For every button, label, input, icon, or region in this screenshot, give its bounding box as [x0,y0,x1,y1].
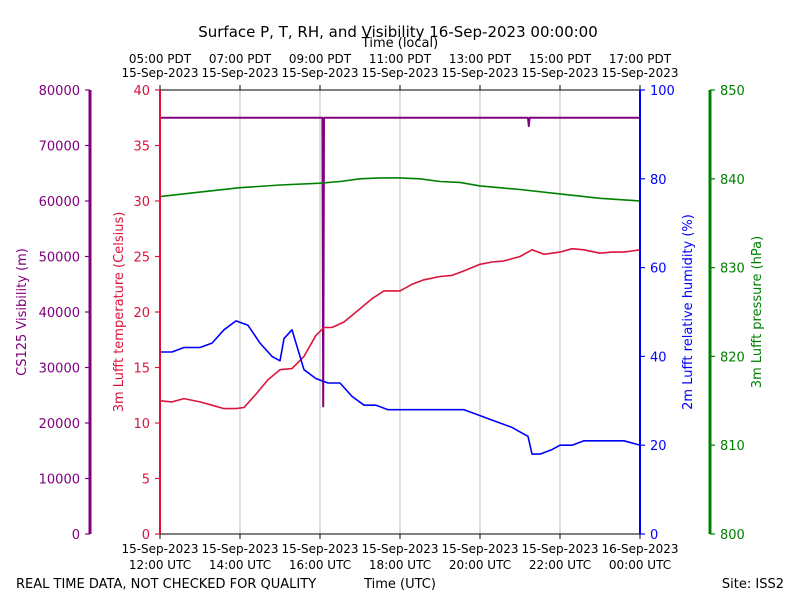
temperature-tick-label: 35 [133,140,150,155]
temperature-tick-label: 10 [133,417,150,432]
x2-tick-label-time: 09:00 PDT [289,52,352,66]
visibility-tick-label: 0 [72,528,80,543]
x-tick-label-time: 12:00 UTC [129,558,191,572]
x-axis-label: Time (UTC) [363,577,436,592]
visibility-axis-label: CS125 Visibility (m) [15,248,30,376]
temperature-tick-label: 30 [133,195,150,210]
quality-disclaimer: REAL TIME DATA, NOT CHECKED FOR QUALITY [16,577,316,592]
x2-axis-label: Time (local) [361,36,438,51]
humidity-axis-label: 2m Lufft relative humidity (%) [681,214,696,410]
series-line-temperature [159,247,641,410]
series-layer [159,116,641,455]
x2-tick-label-date: 15-Sep-2023 [121,66,198,80]
pressure-tick-label: 820 [720,350,745,365]
visibility-tick-label: 80000 [39,84,80,99]
series-line-humidity [160,320,641,455]
temperature-tick-label: 40 [133,84,150,99]
humidity-tick-label: 80 [650,173,667,188]
x-tick-label-time: 00:00 UTC [609,558,671,572]
x-tick-label-date: 15-Sep-2023 [121,542,198,556]
temperature-tick-label: 0 [142,528,150,543]
humidity-tick-label: 60 [650,262,667,277]
humidity-tick-label: 0 [650,528,658,543]
x2-tick-label-date: 15-Sep-2023 [441,66,518,80]
axes-layer: 15-Sep-2023 12:00 UTC 15-Sep-2023 14:00 UTC… [15,52,765,572]
visibility-tick-label: 60000 [39,195,80,210]
temperature-tick-label: 25 [133,251,150,266]
temperature-tick-label: 15 [133,362,150,377]
site-label: Site: ISS2 [722,577,784,592]
series-line-visibility [160,116,640,408]
x-tick-label-date: 15-Sep-2023 [521,542,598,556]
pressure-tick-label: 810 [720,439,745,454]
grid-lines [239,90,561,534]
x-tick-label-date: 15-Sep-2023 [441,542,518,556]
pressure-axis-label: 3m Lufft pressure (hPa) [750,236,765,388]
pressure-tick-label: 850 [720,84,745,99]
visibility-tick-label: 10000 [39,473,80,488]
x2-tick-label-date: 15-Sep-2023 [361,66,438,80]
visibility-tick-label: 40000 [39,306,80,321]
x2-tick-label-date: 15-Sep-2023 [521,66,598,80]
x2-tick-label-date: 15-Sep-2023 [201,66,278,80]
temperature-tick-label: 5 [142,473,150,488]
x2-tick-label-time: 05:00 PDT [129,52,192,66]
chart-title: Surface P, T, RH, and Visibility 16-Sep-… [198,23,598,41]
temperature-axis-label: 3m Lufft temperature (Celsius) [112,212,127,413]
visibility-tick-label: 50000 [39,251,80,266]
x-tick-label-date: 15-Sep-2023 [281,542,358,556]
pressure-tick-label: 840 [720,173,745,188]
x2-tick-label-time: 17:00 PDT [609,52,672,66]
pressure-tick-label: 800 [720,528,745,543]
x2-tick-label-date: 15-Sep-2023 [601,66,678,80]
x-tick-label-time: 16:00 UTC [289,558,351,572]
visibility-tick-label: 20000 [39,417,80,432]
x-tick-label-date: 16-Sep-2023 [601,542,678,556]
temperature-tick-label: 20 [133,306,150,321]
x-tick-label-time: 20:00 UTC [449,558,511,572]
x2-tick-label-time: 15:00 PDT [529,52,592,66]
humidity-tick-label: 40 [650,350,667,365]
x2-tick-label-time: 07:00 PDT [209,52,272,66]
x-tick-label-date: 15-Sep-2023 [201,542,278,556]
x2-tick-label-time: 13:00 PDT [449,52,512,66]
x-tick-label-time: 14:00 UTC [209,558,271,572]
x2-tick-label-date: 15-Sep-2023 [281,66,358,80]
x2-tick-label-time: 11:00 PDT [369,52,432,66]
series-line-pressure [159,177,641,202]
visibility-tick-label: 70000 [39,140,80,155]
x-tick-label-date: 15-Sep-2023 [361,542,438,556]
x-tick-label-time: 18:00 UTC [369,558,431,572]
humidity-tick-label: 20 [650,439,667,454]
x-tick-label-time: 22:00 UTC [529,558,591,572]
pressure-tick-label: 830 [720,262,745,277]
humidity-tick-label: 100 [650,84,675,99]
visibility-tick-label: 30000 [39,362,80,377]
